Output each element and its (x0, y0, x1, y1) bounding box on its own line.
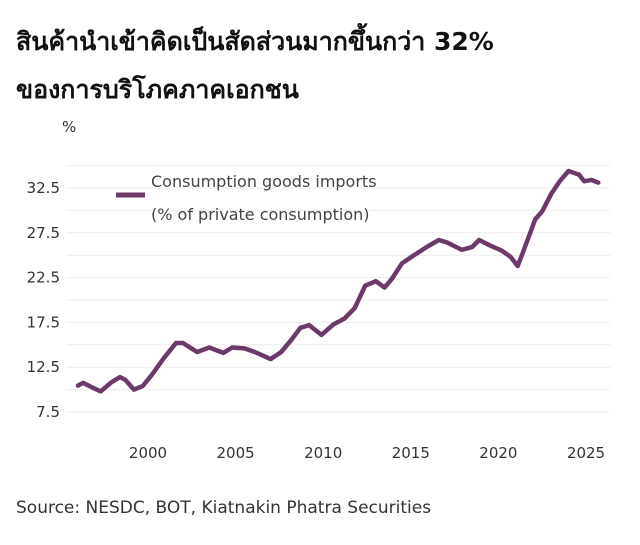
x-tick-label: 2010 (304, 444, 342, 462)
x-tick-label: 2000 (129, 444, 167, 462)
legend-label-line1: Consumption goods imports (151, 172, 377, 191)
series-line-consumption-goods-imports (75, 168, 601, 394)
chart-title-line2: ของการบริโภคภาคเอกชน (16, 75, 299, 104)
source-note: Source: NESDC, BOT, Kiatnakin Phatra Sec… (16, 498, 432, 518)
chart-title-line1: สินค้านำเข้าคิดเป็นสัดส่วนมากขึ้นกว่า 32… (16, 27, 494, 56)
x-tick-label: 2025 (567, 444, 605, 462)
x-tick-label: 2020 (479, 444, 517, 462)
y-tick-label: 32.5 (27, 179, 60, 197)
x-tick-label: 2005 (217, 444, 255, 462)
y-tick-label: 17.5 (27, 313, 60, 331)
y-axis-label: % (62, 118, 77, 136)
y-tick-label: 22.5 (27, 269, 60, 287)
y-tick-label: 27.5 (27, 224, 60, 242)
legend-label-line2: (% of private consumption) (151, 205, 370, 224)
x-tick-label: 2015 (392, 444, 430, 462)
y-tick-label: 12.5 (27, 358, 60, 376)
y-tick-label: 7.5 (36, 403, 60, 421)
